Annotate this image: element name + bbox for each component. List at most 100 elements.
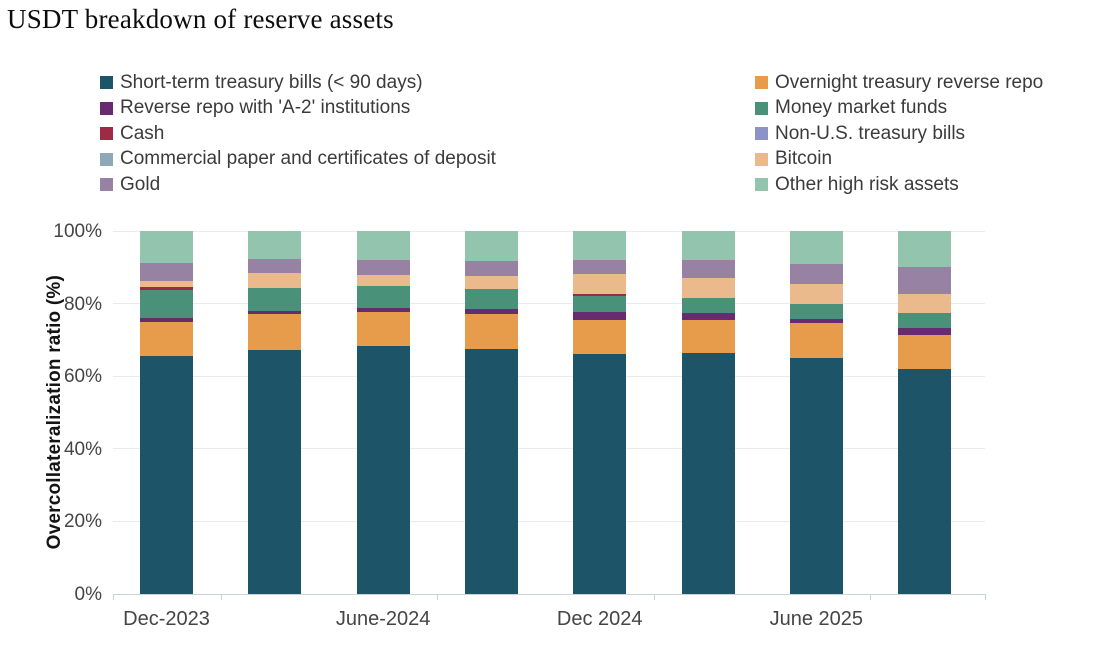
legend-label: Other high risk assets [775, 173, 959, 195]
bar-segment [248, 273, 302, 288]
y-axis-title: Overcollateralization ratio (%) [44, 275, 65, 550]
stacked-bar [573, 231, 627, 594]
gridline [113, 230, 985, 232]
stacked-bar [789, 231, 843, 594]
bar-segment [898, 334, 952, 369]
bar-segment [248, 259, 302, 274]
bar-segment [681, 352, 735, 594]
y-tick-label: 100% [53, 221, 102, 242]
legend-swatch [755, 101, 768, 115]
stacked-bar [140, 231, 193, 594]
bar-segment [464, 289, 518, 310]
legend-swatch [755, 178, 768, 192]
x-axis-tick [985, 594, 986, 600]
bar-segment [789, 231, 843, 265]
bar-segment [789, 318, 843, 324]
legend-label: Gold [120, 173, 161, 195]
x-axis-tick [113, 594, 114, 600]
bar-segment [789, 358, 843, 594]
bar-segment [573, 319, 627, 354]
bar-segment [789, 264, 843, 284]
legend-label: Bitcoin [775, 148, 833, 170]
stacked-bar [356, 231, 410, 594]
y-axis-title-wrap: Overcollateralization ratio (%) [42, 231, 68, 594]
x-tick-label: June 2025 [769, 608, 864, 630]
stacked-bar [898, 231, 952, 594]
legend-item: Cash [100, 121, 496, 147]
x-axis-tick [437, 594, 439, 600]
bar-segment [140, 281, 193, 287]
bar-segment [140, 231, 193, 263]
gridline [113, 448, 985, 450]
bar-segment [681, 277, 735, 299]
bar-segment [464, 348, 518, 594]
bar-segment [356, 286, 410, 308]
legend-item: Non-U.S. treasury bills [755, 121, 1043, 147]
x-axis-tick [653, 594, 655, 600]
bar-segment [573, 296, 627, 312]
y-tick-label: 20% [63, 511, 102, 533]
bar-segment [789, 283, 843, 304]
bar-segment [898, 368, 952, 594]
legend-item: Overnight treasury reverse repo [755, 70, 1043, 96]
bar-segment [248, 288, 302, 311]
x-tick-label: Dec 2024 [556, 608, 643, 630]
legend-label: Money market funds [775, 97, 948, 119]
legend-swatch [755, 76, 768, 90]
bar-segment [898, 267, 952, 295]
legend-column-2: Overnight treasury reverse repo Money mar… [755, 70, 1043, 198]
gridline [113, 375, 985, 377]
bar-segment [248, 231, 302, 260]
x-axis-line [113, 593, 985, 595]
legend-label: Overnight treasury reverse repo [775, 71, 1044, 93]
legend-item: Gold [100, 172, 496, 198]
x-tick-label: Dec-2023 [123, 608, 210, 630]
bar-segment [681, 259, 735, 278]
bar-segment [573, 273, 627, 295]
bar-segment [140, 356, 193, 594]
bar-segment [681, 313, 735, 321]
gridline [113, 303, 985, 305]
legend-swatch [100, 101, 113, 115]
legend-column-1: Short-term treasury bills (< 90 days) Rev… [100, 70, 496, 198]
legend-item: Other high risk assets [755, 172, 1043, 198]
legend-swatch [100, 127, 113, 141]
bar-segment [898, 294, 952, 314]
bar-segment [464, 261, 518, 276]
legend-swatch [755, 152, 768, 166]
legend-swatch [100, 178, 113, 192]
legend-swatch [755, 127, 768, 141]
bar-segment [573, 294, 627, 297]
legend-item: Short-term treasury bills (< 90 days) [100, 70, 496, 96]
y-tick-label: 40% [63, 438, 102, 460]
legend-item: Bitcoin [755, 147, 1043, 173]
bar-segment [140, 289, 193, 319]
bar-segment [573, 311, 627, 320]
legend-swatch [100, 152, 113, 166]
chart-title: USDT breakdown of reserve assets [7, 4, 394, 34]
bar-segment [464, 231, 518, 262]
stacked-bar [248, 231, 302, 594]
bar-segment [356, 260, 410, 276]
stacked-bar [464, 231, 518, 594]
bar-segment [356, 346, 410, 594]
legend-item: Money market funds [755, 96, 1043, 122]
bar-segment [140, 318, 193, 323]
legend-label: Non-U.S. treasury bills [775, 122, 966, 144]
bar-segment [681, 231, 735, 260]
bar-segment [464, 313, 518, 349]
bar-segment [573, 260, 627, 274]
bar-segment [356, 307, 410, 312]
bar-segment [356, 231, 410, 261]
bar-segment [356, 275, 410, 287]
x-axis-tick [220, 594, 222, 600]
legend-item: Commercial paper and certificates of dep… [100, 147, 496, 173]
bar-segment [898, 313, 952, 328]
bar-segment [681, 320, 735, 353]
x-tick-label: June-2024 [335, 608, 431, 630]
bar-segment [898, 327, 952, 335]
bar-segment [573, 231, 627, 261]
bar-segment [140, 322, 193, 357]
x-axis-tick [870, 594, 872, 600]
